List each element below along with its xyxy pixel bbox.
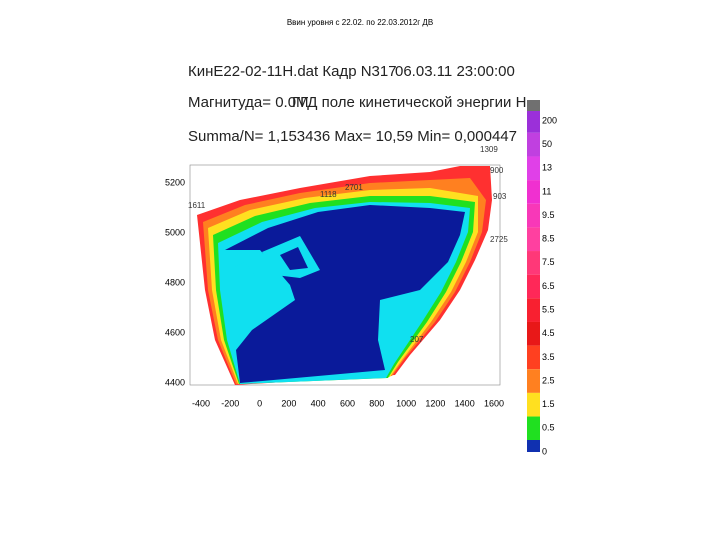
station-label: 2725 <box>490 235 508 244</box>
colorbar-label: 6.5 <box>542 281 555 291</box>
station-label: 1118 <box>320 190 337 199</box>
colorbar-band <box>527 274 540 299</box>
colorbar-band <box>527 203 540 228</box>
contour-map <box>189 164 501 386</box>
colorbar: 200 50 13 11 9.5 8.5 7.5 6.5 5.5 4.5 3.5 2.5 1.5 0.5 0 <box>527 100 557 456</box>
slide-title: Ввин уровня с 22.02. по 22.03.2012г ДВ <box>287 18 433 27</box>
y-tick-label: 5000 <box>165 227 185 237</box>
contour <box>280 247 308 270</box>
colorbar-label: 0 <box>542 446 547 456</box>
y-tick-label: 4400 <box>165 377 185 387</box>
x-tick-label: -400 <box>192 398 210 408</box>
colorbar-band <box>527 345 540 370</box>
colorbar-label: 13 <box>542 163 552 173</box>
x-tick-label: 1600 <box>484 398 504 408</box>
colorbar-label: 2.5 <box>542 375 555 385</box>
y-tick-label: 5200 <box>165 177 185 187</box>
field: ГГД поле кинетической энергии Н. <box>292 94 531 111</box>
station-label: 903 <box>493 192 507 201</box>
colorbar-label: 11 <box>542 186 551 196</box>
colorbar-band <box>527 251 540 275</box>
contour <box>232 262 262 335</box>
colorbar-label: 4.5 <box>542 328 555 338</box>
x-tick-label: 1200 <box>425 398 445 408</box>
x-tick-label: 1000 <box>396 398 416 408</box>
colorbar-band <box>527 298 540 322</box>
colorbar-band <box>527 156 540 181</box>
file-name: КинE22-02-11H.dat Кадр N317 <box>188 63 397 80</box>
x-tick-label: -200 <box>221 398 239 408</box>
station-label: 207 <box>410 335 424 344</box>
colorbar-band <box>527 180 540 204</box>
x-tick-label: 0 <box>257 398 262 408</box>
x-tick-label: 600 <box>340 398 355 408</box>
colorbar-label: 3.5 <box>542 352 555 362</box>
colorbar-label: 200 <box>542 115 557 125</box>
colorbar-label: 5.5 <box>542 305 555 315</box>
stats: Summa/N= 1,153436 Max= 10,59 Min= 0,0004… <box>188 128 517 145</box>
colorbar-bottom <box>527 440 540 452</box>
x-tick-label: 400 <box>311 398 326 408</box>
colorbar-band <box>527 227 540 252</box>
colorbar-band <box>527 132 540 157</box>
x-tick-label: 800 <box>369 398 384 408</box>
colorbar-band <box>527 416 540 441</box>
y-tick-label: 4600 <box>165 327 185 337</box>
colorbar-band <box>527 392 540 417</box>
colorbar-label: 8.5 <box>542 234 555 244</box>
x-tick-label: 1400 <box>455 398 475 408</box>
colorbar-label: 1.5 <box>542 399 555 409</box>
colorbar-top <box>527 100 540 111</box>
colorbar-band <box>527 111 540 133</box>
x-tick-label: 200 <box>281 398 296 408</box>
colorbar-label: 50 <box>542 139 552 149</box>
station-label: 1309 <box>480 145 498 154</box>
colorbar-band <box>527 369 540 393</box>
colorbar-label: 9.5 <box>542 210 555 220</box>
magnitude: Магнитуда= 0.0M <box>188 94 309 111</box>
datetime: 06.03.11 23:00:00 <box>395 63 515 80</box>
colorbar-band <box>527 321 540 346</box>
station-label: 1611 <box>188 201 206 210</box>
colorbar-label: 7.5 <box>542 257 555 267</box>
y-tick-label: 4800 <box>165 277 185 287</box>
colorbar-label: 0.5 <box>542 423 555 433</box>
axis-ticks: -400 -200 0 200 400 600 800 1000 1200 1400 1600 520… <box>165 145 508 408</box>
station-label: 2701 <box>345 183 363 192</box>
station-label: 900 <box>490 166 504 175</box>
